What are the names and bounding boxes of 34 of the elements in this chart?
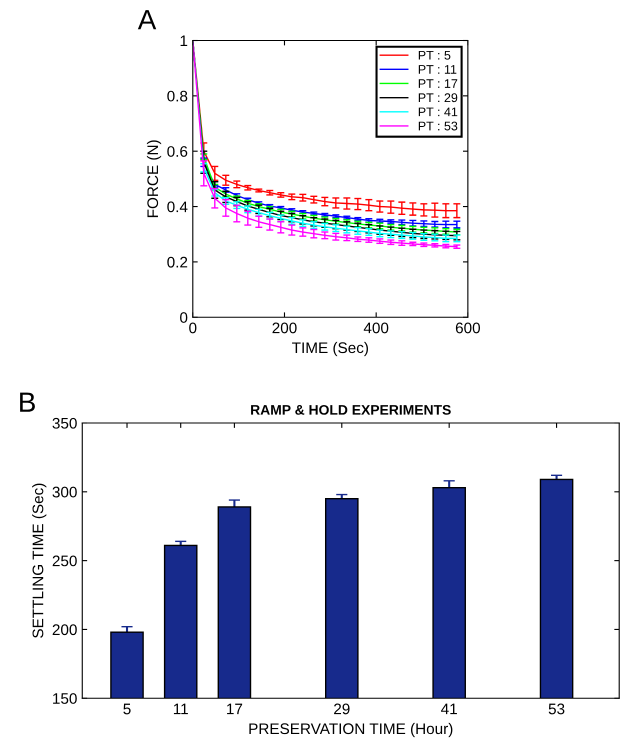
x-tick-label: 29 [334,704,350,714]
x-tick-label: 11 [174,704,188,714]
legend-label: PT : 41 [418,108,458,116]
x-axis-title: PRESERVATION TIME (Hour) [249,722,452,738]
legend-label: PT : 29 [418,93,458,102]
y-tick-label: 150 [53,693,77,704]
y-axis-title: FORCE (N) [146,140,162,218]
y-tick-label: 200 [52,624,77,636]
text: B [20,392,35,412]
x-tick-label: 0 [189,322,196,334]
legend-label: PT : 17 [418,79,458,88]
x-tick-label: 5 [123,704,131,714]
y-tick-label: 0.6 [167,146,188,157]
y-tick-label: 0.4 [167,201,188,212]
y-tick-label: 1 [180,36,188,46]
x-tick-label: 41 [441,704,457,714]
y-tick-label: 250 [52,555,77,566]
y-tick-label: 0.2 [167,256,188,268]
x-tick-label: 17 [227,704,242,714]
x-axis-title: TIME (Sec) [292,342,368,356]
y-tick-label: 350 [52,418,77,429]
legend-label: PT : 53 [418,122,458,130]
x-tick-label: 200 [272,322,297,334]
legend-label: PT : 11 [418,65,456,74]
y-tick-label: 300 [52,486,77,498]
chart-title: RAMP & HOLD EXPERIMENTS [251,404,451,415]
x-tick-label: 53 [548,704,564,714]
x-tick-label: 600 [456,322,480,334]
text: A [138,10,156,30]
y-tick-label: 0 [180,312,188,323]
y-axis-title: SETTLING TIME (Sec) [32,484,46,638]
y-tick-label: 0.8 [167,90,188,102]
legend-label: PT : 5 [418,50,450,60]
x-tick-label: 400 [364,322,388,334]
